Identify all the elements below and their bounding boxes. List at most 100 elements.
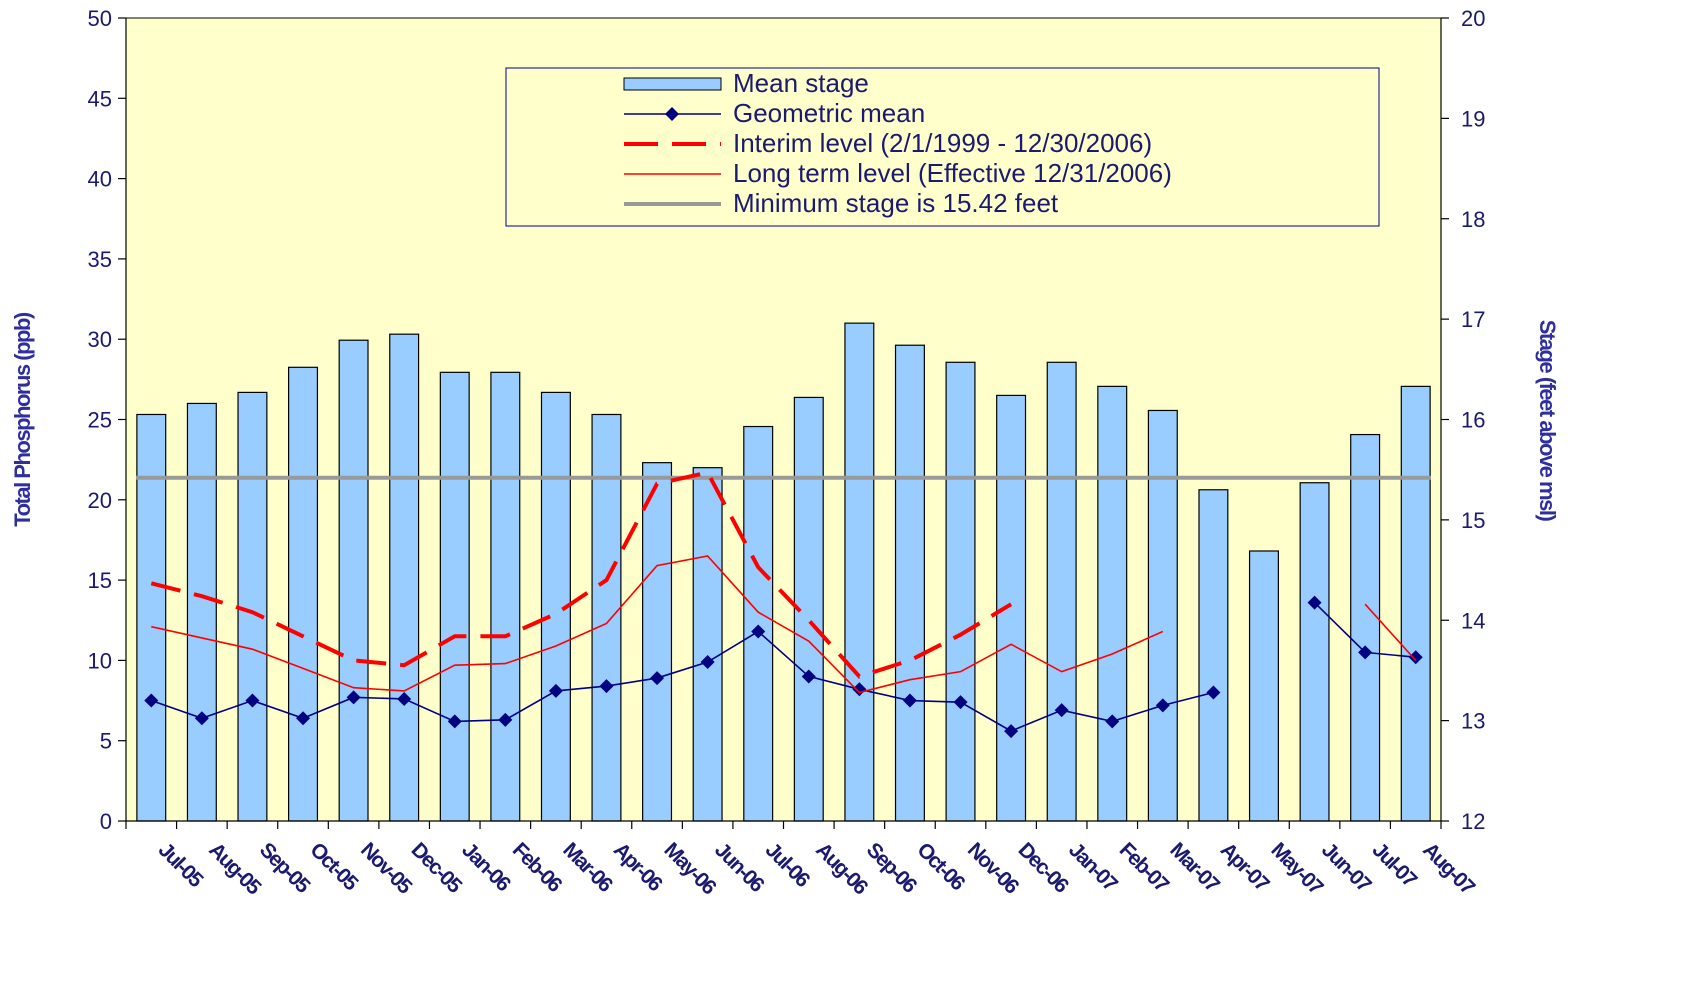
left-tick-label: 45 (88, 86, 112, 111)
bar-oct-06 (894, 344, 925, 822)
left-tick-label: 0 (100, 809, 112, 834)
geometric-mean-point-jul-06 (751, 624, 766, 639)
bar-sep-05 (237, 391, 268, 822)
x-tick-label: Apr-07 (1216, 838, 1274, 896)
legend-label-long-term-level: Long term level (Effective 12/31/2006) (733, 158, 1172, 188)
right-tick-label: 13 (1461, 709, 1485, 734)
x-tick-label: Nov-06 (963, 838, 1023, 898)
x-tick-label: Dec-06 (1014, 838, 1073, 897)
x-tick-label: Nov-05 (356, 838, 417, 899)
x-tick-label: Oct-05 (305, 838, 362, 895)
x-tick-label: Aug-05 (204, 838, 266, 900)
bar-aug-07 (1400, 385, 1431, 822)
geometric-mean-point-oct-06 (902, 693, 917, 708)
bar-jun-06 (692, 467, 723, 822)
bar-jul-07 (1350, 433, 1381, 822)
geometric-mean-point-apr-06 (599, 679, 614, 694)
x-tick-label: Jun-07 (1317, 838, 1375, 896)
bar-apr-07 (1198, 489, 1229, 822)
geometric-mean-point-aug-06 (801, 669, 816, 684)
geometric-mean-point-aug-05 (194, 711, 209, 726)
x-tick-label: Feb-07 (1115, 838, 1173, 896)
x-tick-label: Dec-05 (407, 838, 467, 898)
bar-apr-06 (591, 413, 622, 822)
geometric-mean-point-mar-07 (1155, 698, 1170, 713)
bar-mar-07 (1147, 409, 1178, 822)
geometric-mean-segment-0 (151, 630, 1214, 732)
right-tick-label: 19 (1461, 106, 1485, 131)
geometric-mean-point-sep-06 (852, 682, 867, 697)
right-tick-label: 16 (1461, 408, 1485, 433)
x-tick-label: Aug-06 (811, 838, 872, 899)
legend-label-mean-stage: Mean stage (733, 68, 869, 98)
legend-swatch-mean-stage (623, 77, 722, 91)
x-tick-label: May-07 (1266, 838, 1327, 899)
geometric-mean-point-apr-07 (1206, 685, 1221, 700)
right-tick-label: 14 (1461, 608, 1485, 633)
bar-feb-07 (1097, 385, 1128, 822)
bar-aug-05 (186, 402, 217, 822)
geometric-mean-point-may-06 (650, 671, 665, 686)
bar-jan-06 (439, 371, 470, 822)
x-tick-label: Feb-06 (508, 838, 566, 896)
geometric-mean-point-jan-07 (1054, 703, 1069, 718)
bar-may-06 (642, 462, 673, 822)
left-tick-label: 20 (88, 488, 112, 513)
legend-box (505, 67, 1380, 227)
right-axis: 12 13 14 15 16 17 18 19 20 (1440, 6, 1485, 834)
geometric-mean-point-dec-06 (1004, 724, 1019, 739)
left-axis: 0 5 10 15 20 25 30 35 40 45 50 (88, 6, 127, 834)
left-tick-label: 30 (88, 327, 112, 352)
x-tick-label: Sep-05 (255, 838, 315, 898)
x-tick-label: Mar-07 (1165, 838, 1223, 896)
y2-axis-title: Stage (feet above msl) (1535, 320, 1560, 522)
bar-jul-05 (136, 413, 167, 822)
geometric-mean-point-mar-06 (548, 683, 563, 698)
x-tick-label: Jul-05 (154, 838, 208, 892)
legend-label-geometric-mean: Geometric mean (733, 98, 925, 128)
x-tick-label: Aug-07 (1418, 838, 1479, 899)
legend-label-interim-level: Interim level (2/1/1999 - 12/30/2006) (733, 128, 1152, 158)
left-tick-label: 50 (88, 6, 112, 31)
legend-label-minimum-stage: Minimum stage is 15.42 feet (733, 188, 1059, 218)
x-tick-label: Jan-06 (457, 838, 515, 896)
long-term-segment-1 (1364, 603, 1417, 661)
interim-level-line (150, 470, 1013, 679)
geometric-mean-point-sep-05 (245, 693, 260, 708)
geometric-mean-point-jun-06 (700, 655, 715, 670)
geometric-mean-point-jul-05 (144, 693, 159, 708)
bar-nov-06 (945, 361, 976, 822)
interim-segment-0 (150, 470, 1013, 679)
geometric-mean-line (144, 595, 1423, 739)
x-tick-label: Jan-07 (1064, 838, 1122, 896)
x-tick-label: Jun-06 (710, 838, 768, 896)
right-tick-label: 15 (1461, 508, 1485, 533)
bar-oct-05 (288, 366, 319, 822)
left-tick-label: 25 (88, 408, 112, 433)
geometric-mean-point-feb-06 (498, 712, 513, 727)
right-tick-label: 18 (1461, 207, 1485, 232)
left-tick-label: 35 (88, 247, 112, 272)
bar-nov-05 (338, 339, 369, 822)
legend: Mean stage Geometric mean Interim level … (505, 67, 1380, 227)
bar-jan-07 (1046, 361, 1077, 822)
bar-sep-06 (844, 322, 875, 822)
left-tick-label: 10 (88, 648, 112, 673)
geometric-mean-point-jun-07 (1307, 595, 1322, 610)
geometric-mean-point-jan-06 (447, 714, 462, 729)
long-term-segment-0 (151, 555, 1164, 694)
geometric-mean-point-feb-07 (1105, 714, 1120, 729)
y-axis-title: Total Phosphorus (ppb) (10, 312, 35, 527)
bar-may-07 (1248, 550, 1279, 822)
x-tick-label: Apr-06 (609, 838, 667, 896)
geometric-mean-point-nov-06 (953, 695, 968, 710)
x-tick-label: Jul-06 (761, 838, 814, 891)
geometric-mean-point-aug-07 (1408, 650, 1423, 665)
mean-stage-bars (136, 322, 1431, 822)
x-tick-label: Sep-06 (862, 838, 921, 897)
right-tick-label: 20 (1461, 6, 1485, 31)
bar-dec-05 (389, 333, 420, 822)
legend-marker-geometric-mean (665, 107, 679, 121)
left-tick-label: 15 (88, 568, 112, 593)
